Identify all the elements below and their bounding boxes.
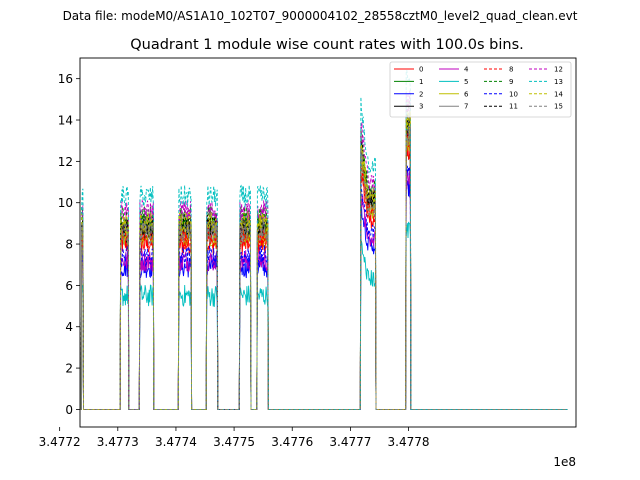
y-tick-label: 0 (65, 403, 73, 417)
y-tick-label: 14 (58, 114, 73, 128)
y-tick-label: 6 (65, 279, 73, 293)
x-tick-label: 3.4777 (329, 435, 371, 449)
y-tick-label: 12 (58, 155, 73, 169)
series-line-10 (80, 165, 568, 410)
legend-label-5: 5 (464, 78, 468, 86)
legend-label-7: 7 (464, 103, 468, 111)
legend-label-13: 13 (554, 78, 563, 86)
legend-label-12: 12 (554, 66, 563, 74)
series-line-15 (80, 126, 568, 410)
chart-title: Quadrant 1 module wise count rates with … (130, 37, 524, 53)
legend-label-14: 14 (554, 90, 563, 98)
x-axis: 3.4772 3.4773 3.4774 3.4775 3.4776 3.4777 3.47… (39, 427, 430, 449)
series-lines (80, 69, 568, 410)
legend-label-9: 9 (509, 78, 513, 86)
y-axis: 0 2 4 6 8 10 12 14 16 (58, 72, 80, 417)
y-tick-label: 8 (65, 238, 73, 252)
legend-label-15: 15 (554, 103, 563, 111)
legend-label-10: 10 (509, 90, 518, 98)
legend-label-8: 8 (509, 66, 513, 74)
series-line-12 (80, 89, 568, 410)
legend-label-6: 6 (464, 90, 469, 98)
y-tick-label: 4 (65, 320, 73, 334)
y-tick-label: 10 (58, 196, 73, 210)
series-line-11 (80, 113, 568, 410)
y-tick-label: 16 (58, 72, 73, 86)
legend-label-2: 2 (419, 90, 423, 98)
legend-label-11: 11 (509, 103, 518, 111)
chart-suptitle: Data file: modeM0/AS1A10_102T07_90000041… (63, 9, 578, 23)
x-tick-label: 3.4775 (213, 435, 255, 449)
legend-label-3: 3 (419, 103, 423, 111)
x-tick-label: 3.4773 (97, 435, 139, 449)
series-line-4 (80, 167, 568, 410)
x-tick-label: 3.4776 (271, 435, 313, 449)
x-tick-label: 3.4772 (39, 435, 81, 449)
series-line-5 (80, 221, 568, 410)
x-tick-label: 3.4778 (388, 435, 430, 449)
series-line-13 (80, 69, 568, 410)
series-line-2 (80, 179, 568, 410)
legend-label-4: 4 (464, 66, 469, 74)
x-offset-label: 1e8 (553, 455, 576, 469)
legend-label-1: 1 (419, 78, 423, 86)
y-tick-label: 2 (65, 362, 73, 376)
x-tick-label: 3.4774 (155, 435, 197, 449)
legend-label-0: 0 (419, 66, 423, 74)
legend-box (389, 61, 572, 118)
plot-frame (79, 57, 577, 428)
